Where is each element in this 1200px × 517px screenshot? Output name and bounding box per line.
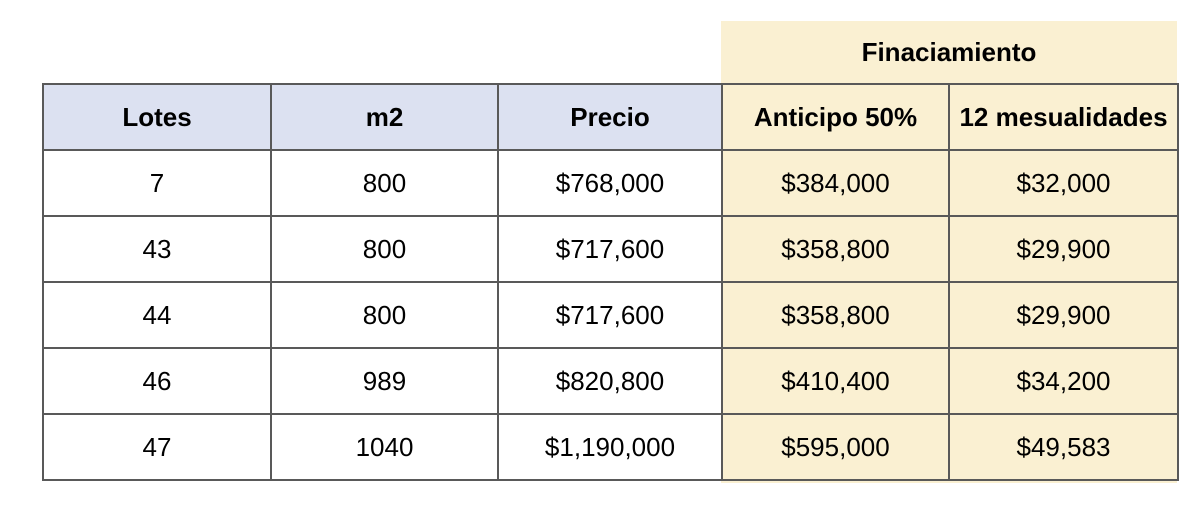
financing-group-title: Finaciamiento xyxy=(861,36,1037,67)
col-header-precio: Precio xyxy=(497,83,723,151)
col-header-lotes: Lotes xyxy=(42,83,272,151)
cell-precio: $717,600 xyxy=(497,215,723,283)
table-row: 43 800 $717,600 $358,800 $29,900 xyxy=(42,215,1179,283)
cell-anticipo: $595,000 xyxy=(721,413,950,481)
cell-mensualidad: $29,900 xyxy=(948,215,1179,283)
cell-mensualidad: $29,900 xyxy=(948,281,1179,349)
cell-precio: $820,800 xyxy=(497,347,723,415)
cell-anticipo: $384,000 xyxy=(721,149,950,217)
cell-lote: 7 xyxy=(42,149,272,217)
cell-precio: $717,600 xyxy=(497,281,723,349)
cell-m2: 800 xyxy=(270,281,499,349)
cell-m2: 800 xyxy=(270,149,499,217)
table-row: 7 800 $768,000 $384,000 $32,000 xyxy=(42,149,1179,217)
col-header-anticipo: Anticipo 50% xyxy=(721,83,950,151)
cell-mensualidad: $49,583 xyxy=(948,413,1179,481)
table-row: 44 800 $717,600 $358,800 $29,900 xyxy=(42,281,1179,349)
cell-m2: 1040 xyxy=(270,413,499,481)
cell-anticipo: $358,800 xyxy=(721,281,950,349)
col-header-m2: m2 xyxy=(270,83,499,151)
cell-m2: 800 xyxy=(270,215,499,283)
cell-lote: 46 xyxy=(42,347,272,415)
cell-mensualidad: $32,000 xyxy=(948,149,1179,217)
header-row: Lotes m2 Precio Anticipo 50% 12 mesualid… xyxy=(42,83,1179,151)
cell-anticipo: $410,400 xyxy=(721,347,950,415)
cell-m2: 989 xyxy=(270,347,499,415)
col-header-mensualidades: 12 mesualidades xyxy=(948,83,1179,151)
lots-price-table: Lotes m2 Precio Anticipo 50% 12 mesualid… xyxy=(42,83,1179,481)
cell-precio: $1,190,000 xyxy=(497,413,723,481)
cell-mensualidad: $34,200 xyxy=(948,347,1179,415)
cell-lote: 47 xyxy=(42,413,272,481)
cell-lote: 43 xyxy=(42,215,272,283)
cell-precio: $768,000 xyxy=(497,149,723,217)
cell-lote: 44 xyxy=(42,281,272,349)
cell-anticipo: $358,800 xyxy=(721,215,950,283)
table-row: 46 989 $820,800 $410,400 $34,200 xyxy=(42,347,1179,415)
table-row: 47 1040 $1,190,000 $595,000 $49,583 xyxy=(42,413,1179,481)
